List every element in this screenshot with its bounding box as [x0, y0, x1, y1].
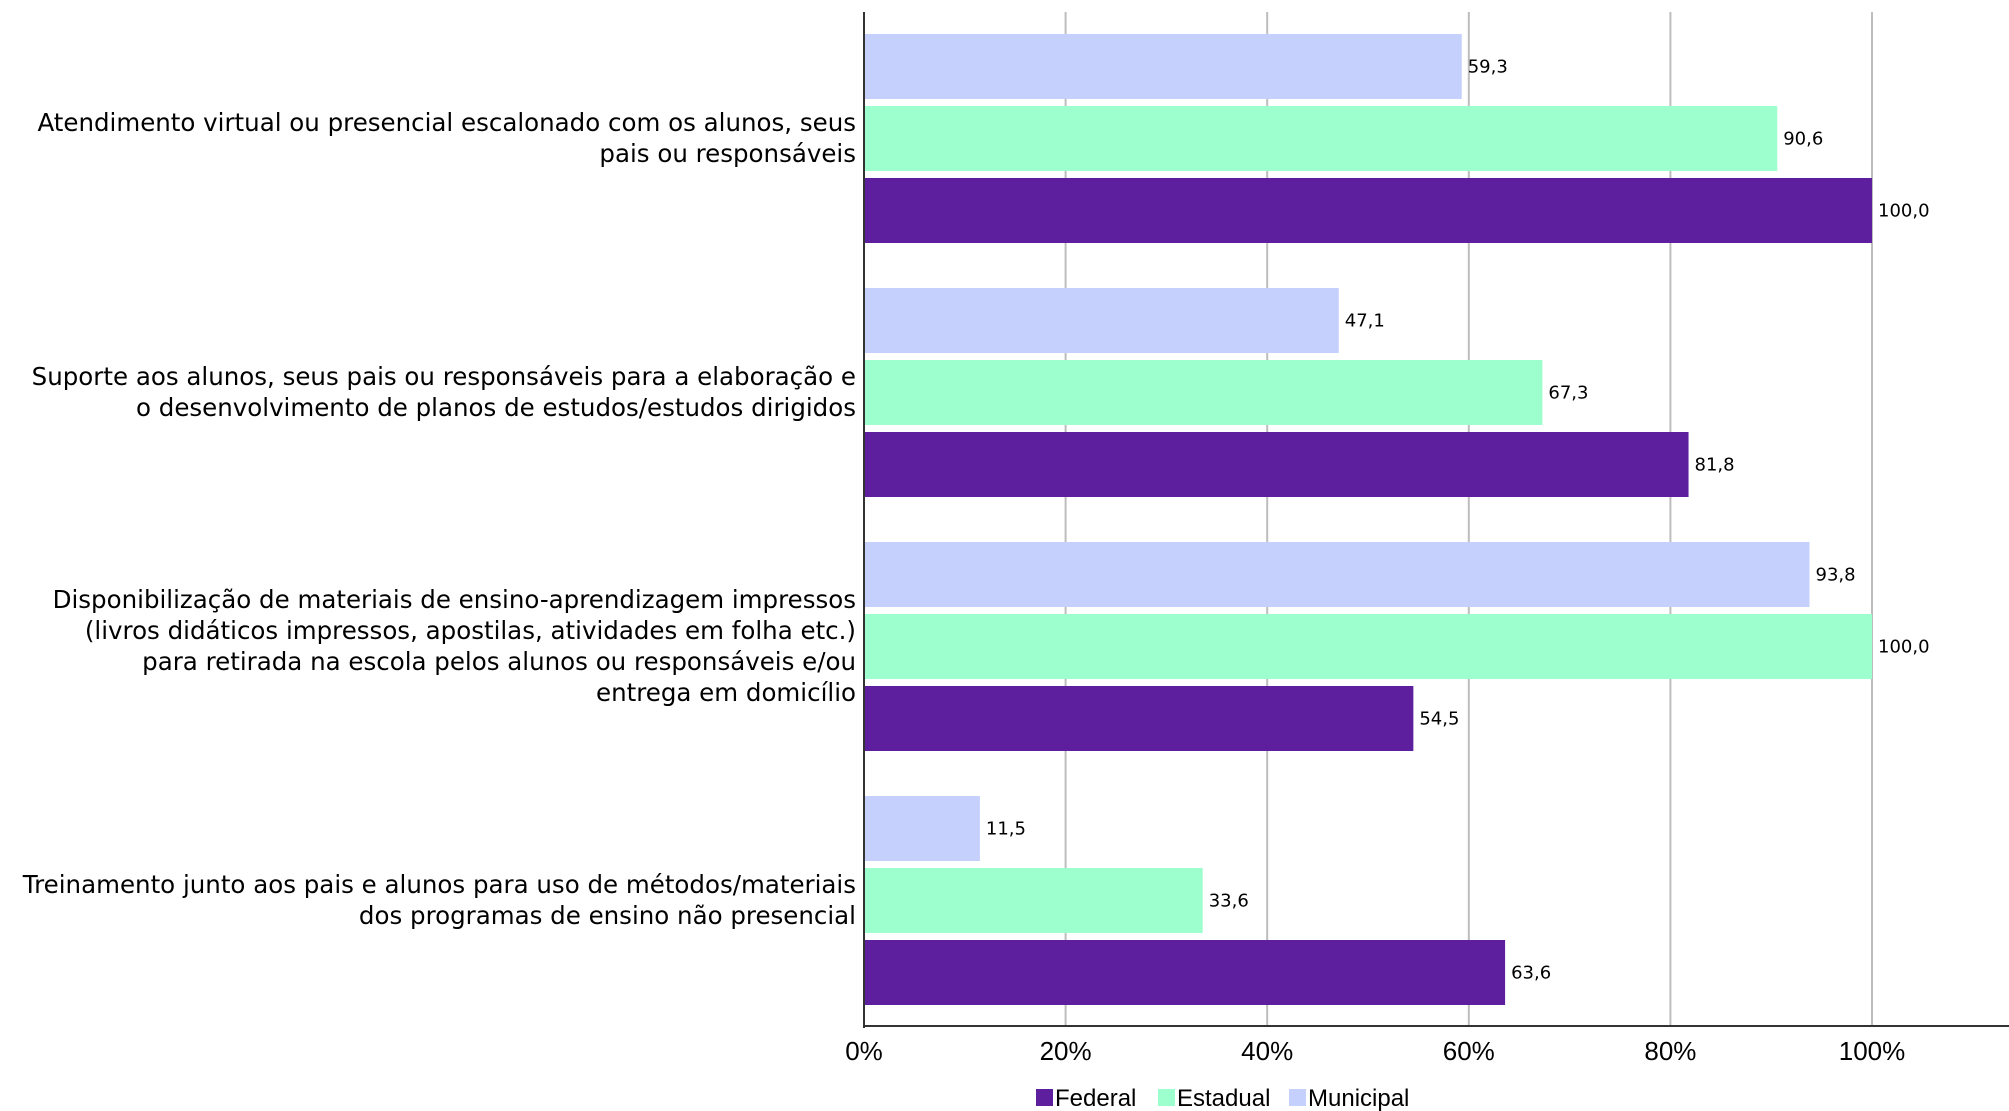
category-label: dos programas de ensino não presencial	[359, 901, 856, 930]
legend-label: Federal	[1055, 1085, 1136, 1111]
data-label: 93,8	[1816, 565, 1856, 586]
category-label: Treinamento junto aos pais e alunos para…	[22, 870, 856, 899]
legend-swatch	[1036, 1089, 1053, 1106]
x-tick-label: 60%	[1443, 1036, 1495, 1066]
category-label: Atendimento virtual ou presencial escalo…	[37, 108, 856, 137]
bar-estadual	[864, 614, 1872, 679]
category-label: Suporte aos alunos, seus pais ou respons…	[32, 362, 856, 391]
bar-estadual	[864, 868, 1203, 933]
category-label: pais ou responsáveis	[599, 139, 856, 168]
category-label: entrega em domicílio	[596, 678, 856, 707]
bar-federal	[864, 940, 1506, 1005]
legend-label: Estadual	[1177, 1085, 1270, 1111]
data-label: 59,3	[1468, 57, 1508, 78]
legend-swatch	[1289, 1089, 1306, 1106]
category-label: (livros didáticos impressos, apostilas, …	[85, 616, 856, 645]
data-label: 81,8	[1695, 455, 1735, 476]
x-tick-label: 20%	[1040, 1036, 1092, 1066]
legend-swatch	[1158, 1089, 1175, 1106]
category-label: Disponibilização de materiais de ensino-…	[53, 585, 856, 614]
data-label: 90,6	[1783, 129, 1823, 150]
category-label: para retirada na escola pelos alunos ou …	[142, 647, 856, 676]
data-label: 67,3	[1548, 383, 1588, 404]
data-label: 11,5	[986, 819, 1026, 840]
bar-estadual	[864, 106, 1778, 171]
bar-estadual	[864, 360, 1543, 425]
data-label: 54,5	[1419, 709, 1459, 730]
legend-label: Municipal	[1308, 1085, 1409, 1111]
data-label: 33,6	[1209, 891, 1249, 912]
data-label: 100,0	[1878, 637, 1930, 658]
data-label: 63,6	[1511, 963, 1551, 984]
x-tick-label: 80%	[1644, 1036, 1696, 1066]
bar-federal	[864, 686, 1414, 751]
data-label: 47,1	[1345, 311, 1385, 332]
x-tick-label: 40%	[1241, 1036, 1293, 1066]
bar-municipal	[864, 796, 980, 861]
bar-municipal	[864, 34, 1462, 99]
x-tick-label: 100%	[1839, 1036, 1906, 1066]
x-tick-label: 0%	[845, 1036, 883, 1066]
bar-federal	[864, 178, 1872, 243]
bar-municipal	[864, 288, 1339, 353]
category-label: o desenvolvimento de planos de estudos/e…	[136, 393, 856, 422]
bar-federal	[864, 432, 1689, 497]
data-label: 100,0	[1878, 201, 1930, 222]
bar-municipal	[864, 542, 1810, 607]
